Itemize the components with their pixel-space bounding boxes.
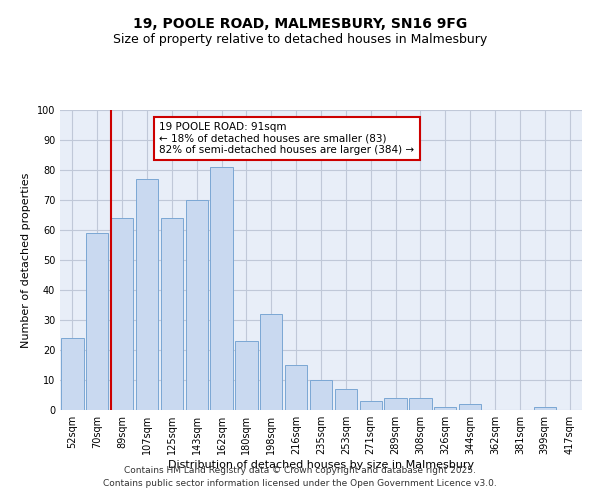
Bar (285, 365, 307, 410)
Bar (459, 404, 481, 410)
Text: Size of property relative to detached houses in Malmesbury: Size of property relative to detached ho… (113, 32, 487, 46)
Text: 19, POOLE ROAD, MALMESBURY, SN16 9FG: 19, POOLE ROAD, MALMESBURY, SN16 9FG (133, 18, 467, 32)
Y-axis label: Number of detached properties: Number of detached properties (21, 172, 31, 348)
Bar (310, 380, 332, 410)
Bar (409, 398, 431, 410)
Text: Contains HM Land Registry data © Crown copyright and database right 2025.
Contai: Contains HM Land Registry data © Crown c… (103, 466, 497, 487)
Bar (185, 200, 208, 410)
Bar (260, 314, 283, 410)
Bar (235, 341, 257, 410)
Text: 19 POOLE ROAD: 91sqm
← 18% of detached houses are smaller (83)
82% of semi-detac: 19 POOLE ROAD: 91sqm ← 18% of detached h… (160, 122, 415, 155)
Bar (359, 401, 382, 410)
Bar (136, 179, 158, 410)
X-axis label: Distribution of detached houses by size in Malmesbury: Distribution of detached houses by size … (168, 460, 474, 470)
Bar (211, 167, 233, 410)
Bar (434, 407, 457, 410)
Bar (385, 398, 407, 410)
Bar (61, 338, 83, 410)
Bar (533, 407, 556, 410)
Bar (111, 218, 133, 410)
Bar (161, 218, 183, 410)
Bar (86, 233, 109, 410)
Bar (335, 389, 357, 410)
